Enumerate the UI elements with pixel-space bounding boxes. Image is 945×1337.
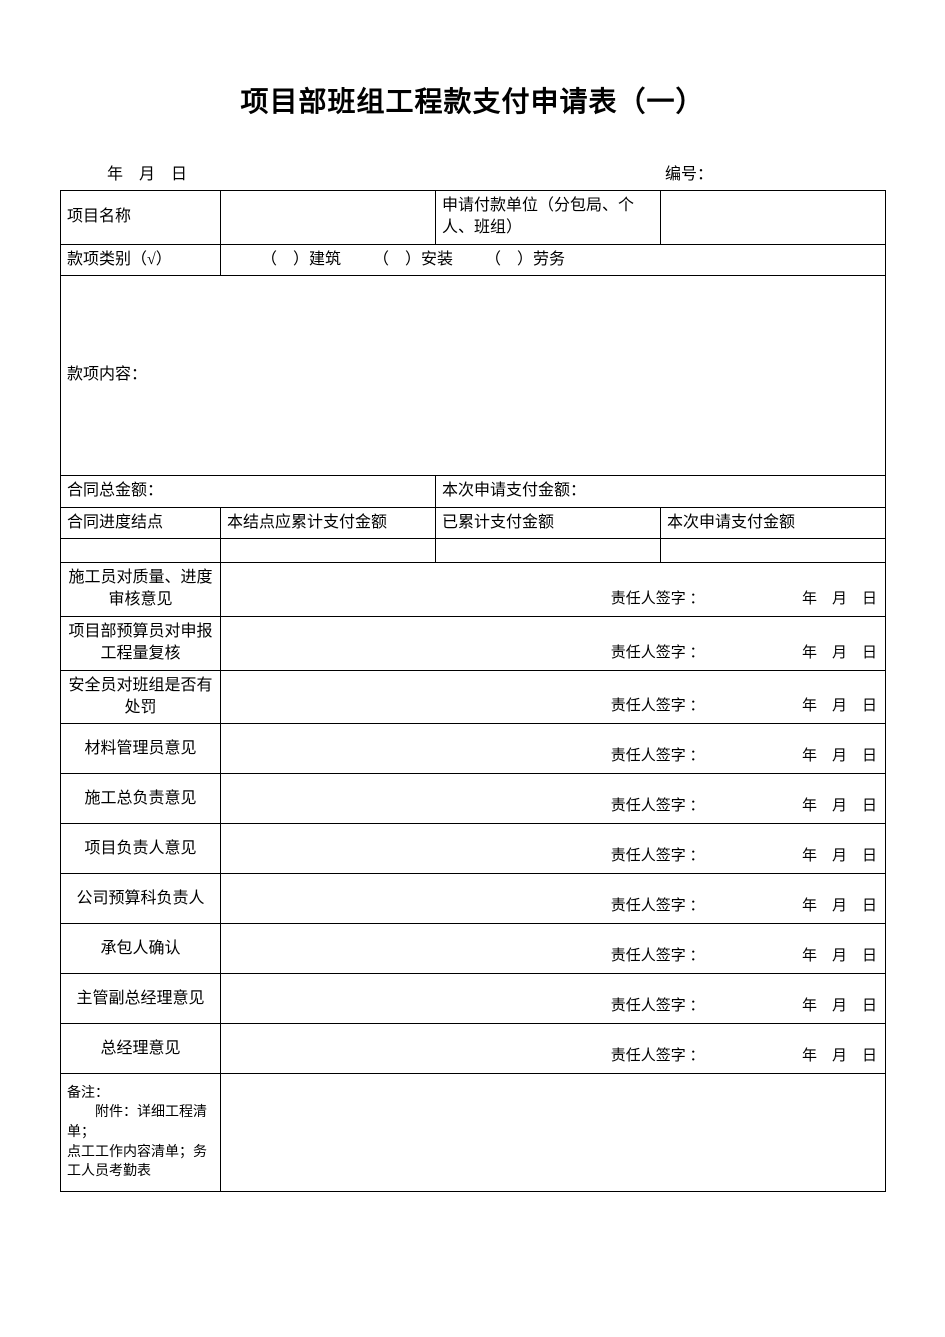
contract-total-cell[interactable]: 合同总金额： <box>61 476 436 507</box>
sig-body-2[interactable]: 责任人签字 ： 年 月 日 <box>221 616 886 670</box>
sig-date-label: 年 月 日 <box>802 591 877 607</box>
sig-label-5: 施工总负责意见 <box>61 774 221 824</box>
project-name-label: 项目名称 <box>61 191 221 245</box>
sig-label-3: 安全员对班组是否有处罚 <box>61 670 221 724</box>
header-date: 年 月 日 <box>62 160 187 184</box>
sig-body-1[interactable]: 责任人签字 ： 年 月 日 <box>221 562 886 616</box>
page-title: 项目部班组工程款支付申请表（一） <box>60 80 885 120</box>
sig-sign-label: 责任人签字 ： <box>611 948 705 964</box>
col-header-4: 本次申请支付金额 <box>661 507 886 538</box>
applicant-label: 申请付款单位（分包局、个人、班组） <box>436 191 661 245</box>
notes-label: 备注： <box>67 1086 109 1101</box>
sig-body-4[interactable]: 责任人签字 ： 年 月 日 <box>221 724 886 774</box>
sig-date-label: 年 月 日 <box>802 998 877 1014</box>
sig-body-6[interactable]: 责任人签字 ： 年 月 日 <box>221 824 886 874</box>
notes-cell-right[interactable] <box>221 1074 886 1192</box>
sig-date-label: 年 月 日 <box>802 898 877 914</box>
sig-label-2: 项目部预算员对申报工程量复核 <box>61 616 221 670</box>
category-options[interactable]: （ ）建筑 （ ）安装 （ ）劳务 <box>221 244 886 275</box>
sig-sign-label: 责任人签字 ： <box>611 698 705 714</box>
col-header-3: 已累计支付金额 <box>436 507 661 538</box>
sig-date-label: 年 月 日 <box>802 748 877 764</box>
col-header-1: 合同进度结点 <box>61 507 221 538</box>
sig-date-label: 年 月 日 <box>802 1048 877 1064</box>
sig-sign-label: 责任人签字 ： <box>611 898 705 914</box>
content-label: 款项内容： <box>67 366 147 383</box>
col-header-2: 本结点应累计支付金额 <box>221 507 436 538</box>
sig-date-label: 年 月 日 <box>802 848 877 864</box>
sig-body-10[interactable]: 责任人签字 ： 年 月 日 <box>221 1024 886 1074</box>
notes-line1: 附件：详细工程清单； <box>67 1103 214 1142</box>
project-name-value[interactable] <box>221 191 436 245</box>
sig-date-label: 年 月 日 <box>802 798 877 814</box>
sig-sign-label: 责任人签字 ： <box>611 1048 705 1064</box>
sig-label-6: 项目负责人意见 <box>61 824 221 874</box>
sig-body-3[interactable]: 责任人签字 ： 年 月 日 <box>221 670 886 724</box>
sig-label-9: 主管副总经理意见 <box>61 974 221 1024</box>
applicant-value[interactable] <box>661 191 886 245</box>
sig-label-1: 施工员对质量、进度审核意见 <box>61 562 221 616</box>
sig-sign-label: 责任人签字 ： <box>611 591 705 607</box>
sig-body-7[interactable]: 责任人签字 ： 年 月 日 <box>221 874 886 924</box>
this-apply-cell[interactable]: 本次申请支付金额： <box>436 476 886 507</box>
sig-label-8: 承包人确认 <box>61 924 221 974</box>
data-cell-2[interactable] <box>221 538 436 562</box>
data-cell-4[interactable] <box>661 538 886 562</box>
sig-sign-label: 责任人签字 ： <box>611 748 705 764</box>
sig-date-label: 年 月 日 <box>802 948 877 964</box>
sig-sign-label: 责任人签字 ： <box>611 998 705 1014</box>
content-cell[interactable]: 款项内容： <box>61 276 886 476</box>
sig-body-5[interactable]: 责任人签字 ： 年 月 日 <box>221 774 886 824</box>
contract-total-label: 合同总金额： <box>67 482 163 499</box>
sig-label-4: 材料管理员意见 <box>61 724 221 774</box>
application-form-table: 项目名称 申请付款单位（分包局、个人、班组） 款项类别（√） （ ）建筑 （ ）… <box>60 190 886 1192</box>
sig-label-10: 总经理意见 <box>61 1024 221 1074</box>
data-cell-1[interactable] <box>61 538 221 562</box>
header-number-label: 编号： <box>665 160 883 184</box>
sig-date-label: 年 月 日 <box>802 645 877 661</box>
sig-label-7: 公司预算科负责人 <box>61 874 221 924</box>
category-label: 款项类别（√） <box>61 244 221 275</box>
sig-body-8[interactable]: 责任人签字 ： 年 月 日 <box>221 924 886 974</box>
sig-sign-label: 责任人签字 ： <box>611 645 705 661</box>
sig-sign-label: 责任人签字 ： <box>611 798 705 814</box>
notes-line2: 点工工作内容清单；务工人员考勤表 <box>67 1145 207 1180</box>
this-apply-label: 本次申请支付金额： <box>442 482 586 499</box>
notes-cell-left: 备注： 附件：详细工程清单； 点工工作内容清单；务工人员考勤表 <box>61 1074 221 1192</box>
data-cell-3[interactable] <box>436 538 661 562</box>
sig-body-9[interactable]: 责任人签字 ： 年 月 日 <box>221 974 886 1024</box>
header-line: 年 月 日 编号： <box>60 160 885 184</box>
sig-sign-label: 责任人签字 ： <box>611 848 705 864</box>
sig-date-label: 年 月 日 <box>802 698 877 714</box>
